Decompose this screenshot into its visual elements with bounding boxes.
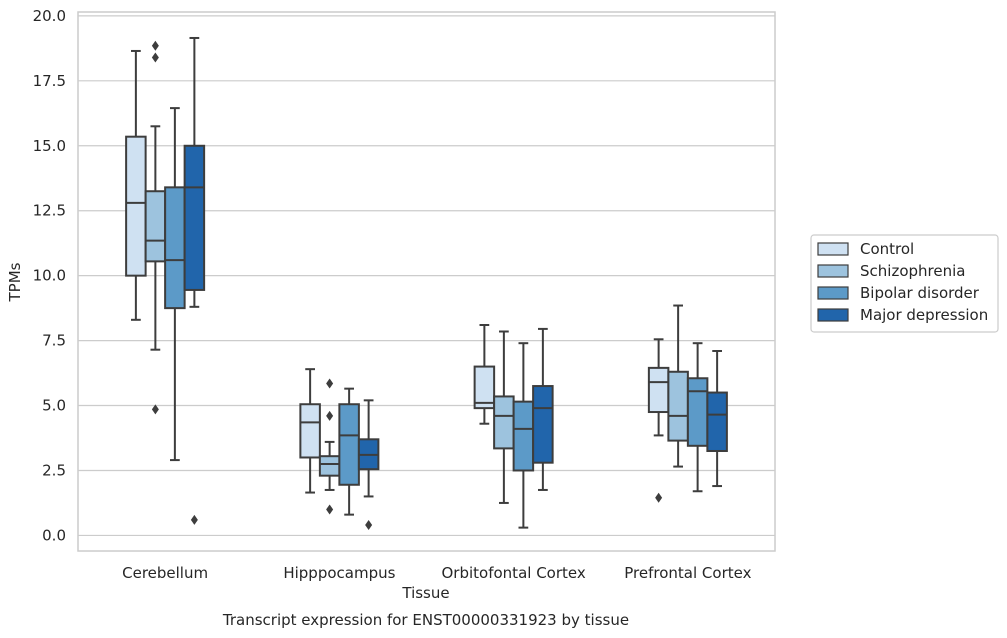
- box-iqr: [338, 403, 360, 486]
- legend-frame: [810, 234, 999, 333]
- outlier-point: [365, 520, 373, 531]
- y-tick-label: 17.5: [33, 72, 66, 90]
- outlier-point: [151, 52, 159, 63]
- x-tick-label: Hipppocampus: [283, 564, 395, 582]
- box-control: [299, 368, 321, 494]
- box-schizophrenia: [667, 304, 689, 468]
- x-axis-label: Tissue: [401, 584, 449, 602]
- box-bipolar-disorder: [686, 342, 709, 493]
- plot-area-frame: [77, 11, 776, 552]
- box-series: [125, 36, 728, 531]
- y-tick-label: 2.5: [42, 461, 66, 479]
- box-iqr: [706, 391, 728, 452]
- x-axis-tick-labels: Cerebellum Hipppocampus Orbitofontal Corte…: [122, 564, 751, 582]
- box-iqr: [318, 455, 341, 477]
- box-iqr: [647, 366, 670, 414]
- box-iqr: [125, 135, 147, 277]
- legend: Control Schizophrenia Bipolar disorder Majo…: [810, 234, 999, 333]
- y-tick-label: 7.5: [42, 332, 66, 350]
- box-control: [473, 324, 496, 425]
- box-major-depression: [532, 327, 554, 491]
- legend-label: Control: [860, 240, 914, 258]
- legend-label: Major depression: [860, 306, 988, 324]
- box-iqr: [686, 377, 709, 447]
- y-tick-label: 0.0: [42, 526, 66, 544]
- outlier-point: [190, 514, 198, 525]
- box-major-depression: [183, 36, 206, 525]
- box-bipolar-disorder: [338, 387, 360, 516]
- legend-label: Schizophrenia: [860, 262, 965, 280]
- legend-label: Bipolar disorder: [860, 284, 980, 302]
- outlier-point: [151, 40, 159, 51]
- box-iqr: [667, 370, 689, 442]
- box-iqr: [183, 144, 206, 291]
- y-axis-tick-labels: 0.0 2.5 5.0 7.5 10.0 12.5 15.0 17.5 20.0: [33, 7, 66, 545]
- box-iqr: [164, 186, 186, 310]
- y-tick-label: 5.0: [42, 397, 66, 415]
- y-tick-label: 12.5: [33, 202, 66, 220]
- legend-swatch: [817, 242, 849, 256]
- box-iqr: [473, 365, 496, 410]
- outlier-point: [326, 410, 334, 421]
- box-control: [125, 49, 147, 321]
- chart-caption: Transcript expression for ENST0000033192…: [222, 611, 629, 629]
- box-schizophrenia: [144, 40, 167, 415]
- box-iqr: [512, 400, 535, 472]
- y-tick-label: 20.0: [33, 7, 66, 25]
- box-schizophrenia: [493, 330, 515, 504]
- box-iqr: [144, 190, 167, 263]
- box-bipolar-disorder: [512, 342, 535, 529]
- y-tick-label: 15.0: [33, 137, 66, 155]
- box-iqr: [493, 395, 515, 450]
- x-tick-label: Cerebellum: [122, 564, 208, 582]
- box-iqr: [299, 403, 321, 459]
- x-tick-label: Orbitofontal Cortex: [442, 564, 586, 582]
- legend-swatch: [817, 286, 849, 300]
- box-bipolar-disorder: [164, 107, 186, 462]
- legend-swatch: [817, 264, 849, 278]
- outlier-point: [326, 378, 334, 389]
- legend-swatch: [817, 308, 849, 322]
- box-control: [647, 338, 670, 503]
- outlier-point: [655, 492, 663, 503]
- box-schizophrenia: [318, 378, 341, 515]
- y-axis-label: TPMs: [6, 262, 24, 302]
- outlier-point: [326, 504, 334, 515]
- box-major-depression: [706, 349, 728, 488]
- box-major-depression: [357, 399, 380, 531]
- y-tick-label: 10.0: [33, 267, 66, 285]
- x-tick-label: Prefrontal Cortex: [624, 564, 751, 582]
- outlier-point: [151, 404, 159, 415]
- box-iqr: [532, 385, 554, 464]
